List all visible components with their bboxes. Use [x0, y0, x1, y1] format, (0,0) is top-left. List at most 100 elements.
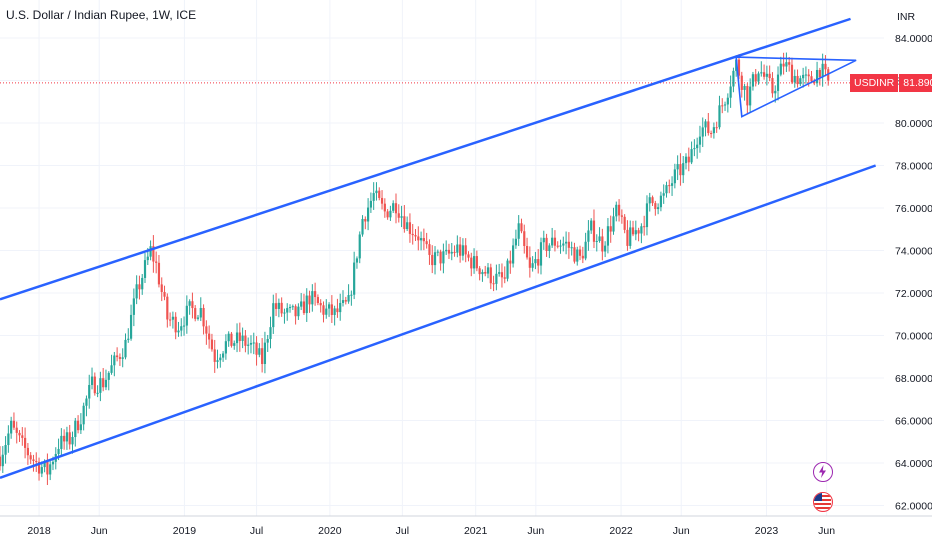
symmetrical-triangle[interactable]	[735, 56, 857, 118]
candle-body	[252, 342, 255, 344]
candle	[99, 371, 102, 402]
candle	[757, 71, 760, 85]
drawings[interactable]	[0, 17, 877, 480]
candle	[584, 232, 587, 261]
candle	[506, 258, 509, 282]
candle-body	[447, 249, 451, 254]
candle	[383, 198, 386, 218]
candle	[188, 299, 191, 315]
candle	[726, 93, 729, 113]
candle	[68, 424, 71, 450]
candle-body	[581, 255, 584, 259]
candle	[721, 98, 724, 114]
y-axis-unit: INR	[897, 11, 916, 23]
candle-body	[196, 317, 200, 319]
candle-body	[221, 353, 225, 358]
x-axis[interactable]: 2018 Jun 2019 Jul 2020 Jul 2021 Jun 2022 Jun 2023 J…	[27, 525, 835, 537]
candle-body	[291, 306, 294, 308]
candle	[369, 192, 372, 213]
candle	[314, 282, 317, 306]
candle-body	[305, 295, 308, 314]
candle-body	[567, 241, 570, 248]
candle	[542, 230, 545, 250]
candle	[46, 453, 49, 486]
candle-body	[484, 271, 487, 274]
candle-body	[392, 203, 395, 211]
candle-body	[729, 86, 732, 98]
candle	[712, 122, 715, 139]
candle	[141, 274, 144, 295]
candle-body	[194, 308, 197, 319]
candle	[35, 452, 38, 472]
candle	[439, 249, 442, 271]
candle	[37, 457, 41, 481]
candle-body	[657, 207, 660, 210]
candle-body	[492, 283, 495, 285]
candle-body	[509, 260, 512, 264]
candle-body	[796, 75, 799, 85]
candle	[177, 321, 180, 337]
candle-body	[684, 156, 688, 164]
candle-body	[615, 204, 618, 217]
candle	[447, 243, 451, 259]
candle	[581, 246, 584, 264]
candle-body	[403, 216, 406, 230]
x-tick-label: Jul	[396, 525, 409, 537]
candle	[336, 298, 339, 318]
candle	[269, 316, 272, 349]
candle	[322, 301, 325, 323]
candle	[272, 294, 275, 334]
candle-body	[785, 62, 788, 67]
candle-body	[578, 249, 582, 256]
candle-body	[280, 302, 283, 314]
candle-body	[495, 273, 498, 284]
candle-body	[283, 312, 286, 314]
candle	[4, 436, 7, 464]
candle-body	[394, 203, 398, 214]
candle	[325, 299, 328, 319]
candle	[679, 153, 682, 186]
candle	[224, 334, 227, 360]
candle-body	[414, 235, 417, 237]
candle	[564, 231, 568, 255]
candle	[124, 333, 127, 360]
candle-body	[188, 301, 191, 306]
candle	[475, 250, 478, 272]
lightning-bolt-icon[interactable]	[813, 462, 833, 482]
candle	[665, 181, 668, 198]
candle	[392, 200, 395, 213]
candle-body	[322, 305, 325, 315]
candle	[127, 328, 130, 343]
candle	[459, 236, 462, 263]
candle	[433, 246, 437, 275]
channel-upper[interactable]	[0, 17, 851, 301]
candle-body	[788, 62, 791, 65]
candle-body	[261, 348, 264, 365]
candle-body	[514, 238, 517, 246]
candle	[422, 228, 425, 251]
candle-body	[141, 277, 144, 290]
candle-body	[765, 73, 768, 77]
candle-body	[467, 254, 470, 258]
y-axis[interactable]: 62.0000 64.0000 66.0000 68.0000 70.0000 72.00…	[895, 33, 932, 513]
candle-body	[673, 169, 676, 184]
candle	[539, 237, 543, 275]
candle	[235, 323, 239, 353]
candle-body	[297, 306, 300, 317]
candle	[576, 246, 579, 266]
candle-body	[104, 379, 108, 388]
us-flag-icon[interactable]	[813, 492, 833, 512]
channel-lower[interactable]	[0, 164, 877, 480]
candle-body	[244, 335, 247, 346]
candle	[813, 78, 816, 86]
candle-body	[595, 240, 598, 242]
candle-body	[216, 360, 219, 362]
candle	[135, 275, 138, 305]
candle	[732, 67, 735, 93]
candle	[291, 304, 294, 310]
candle-body	[380, 197, 384, 204]
candle-body	[135, 284, 138, 299]
candle-body	[645, 203, 649, 228]
candle-body	[383, 203, 386, 212]
